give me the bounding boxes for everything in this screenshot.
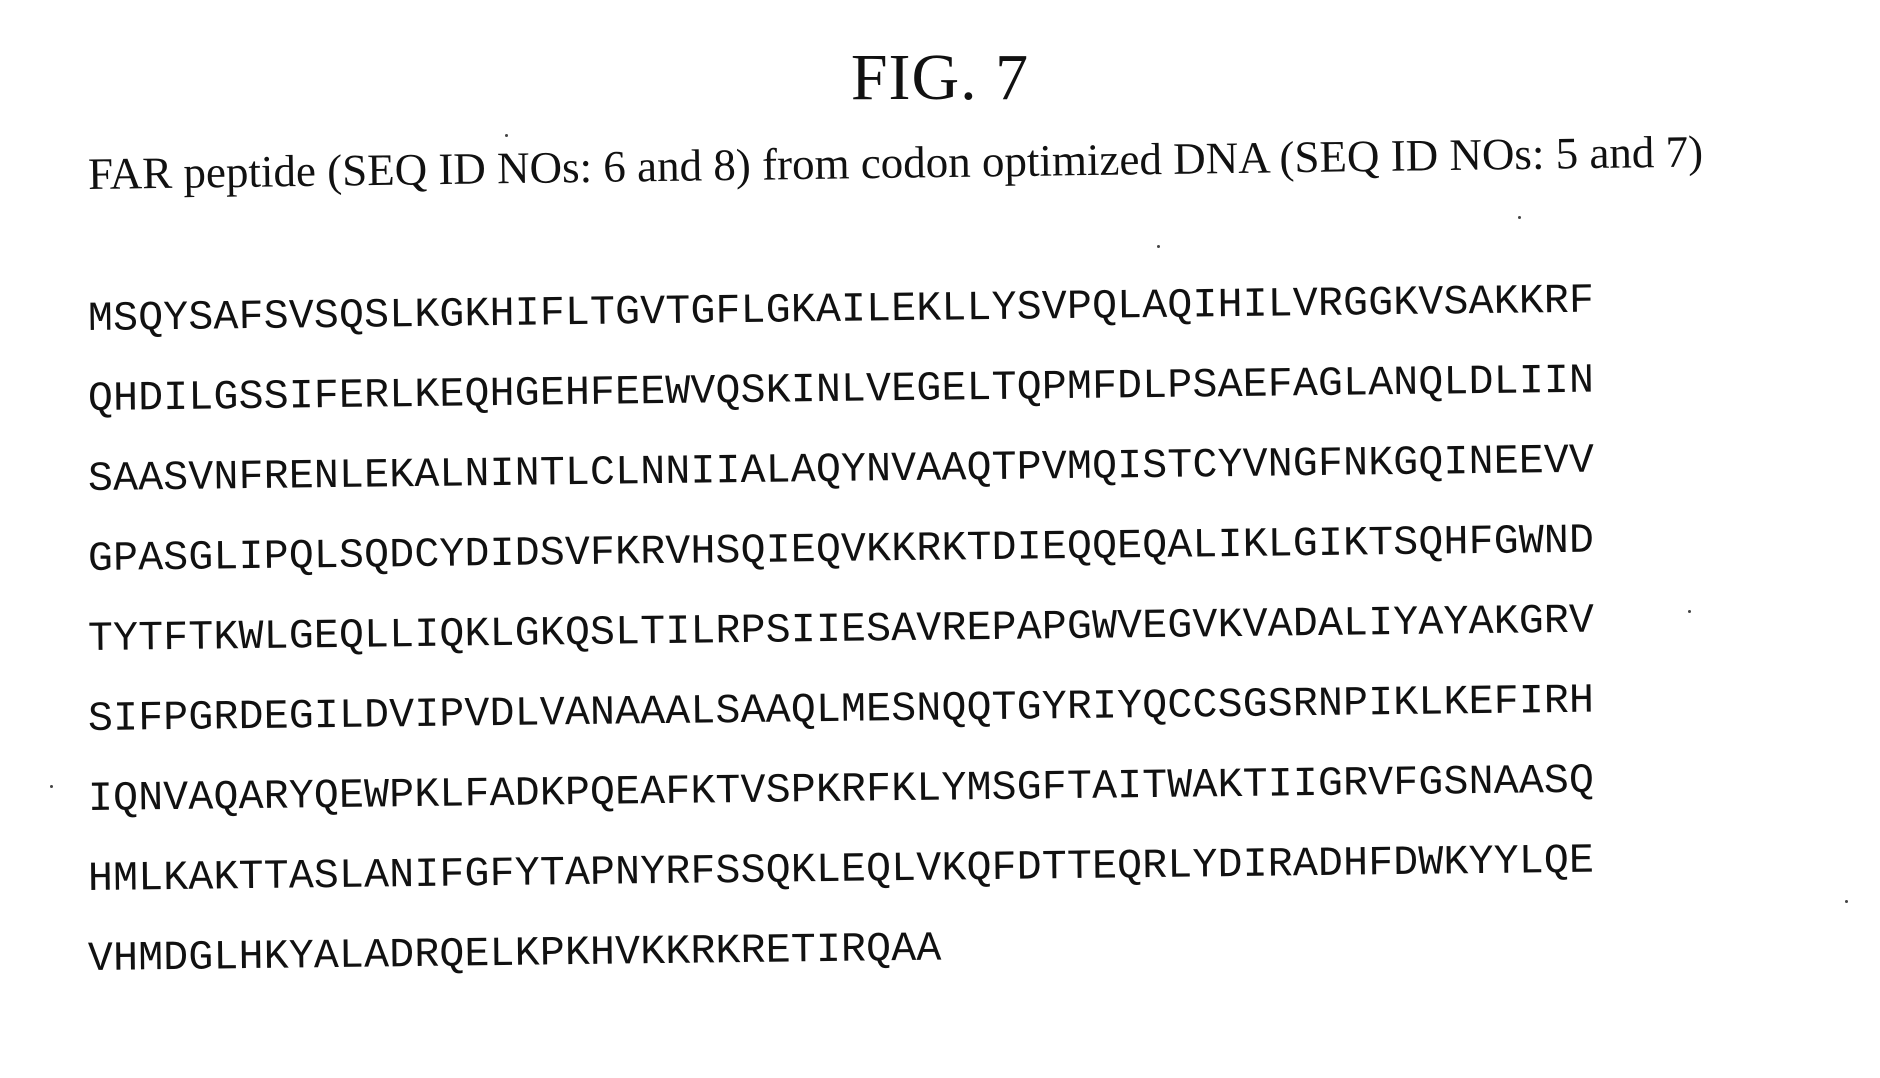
sequence-line: HMLKAKTTASLANIFGFYTAPNYRFSSQKLEQLVKQFDTT…	[88, 839, 1808, 900]
peptide-sequence: MSQYSAFSVSQSLKGKHIFLTGVTGFLGKAILEKLLYSVP…	[88, 300, 1808, 1020]
sequence-line: SIFPGRDEGILDVIPVDLVANAAALSAAQLMESNQQTGYR…	[88, 679, 1808, 740]
figure-title: FIG. 7	[0, 38, 1880, 118]
sequence-line: QHDILGSSIFERLKEQHGEHFEEWVQSKINLVEGELTQPM…	[88, 359, 1808, 420]
scan-speck	[50, 785, 53, 788]
sequence-line: MSQYSAFSVSQSLKGKHIFLTGVTGFLGKAILEKLLYSVP…	[88, 279, 1808, 340]
sequence-line: TYTFTKWLGEQLLIQKLGKQSLTILRPSIIESAVREPAPG…	[88, 599, 1808, 660]
scan-speck	[1157, 245, 1160, 248]
figure-subtitle: FAR peptide (SEQ ID NOs: 6 and 8) from c…	[88, 122, 1809, 202]
sequence-line: SAASVNFRENLEKALNINTLCLNNIIALAQYNVAAQTPVM…	[88, 439, 1808, 500]
sequence-line: VHMDGLHKYALADRQELKPKHVKKRKRETIRQAA	[88, 919, 1808, 980]
sequence-line: IQNVAQARYQEWPKLFADKPQEAFKTVSPKRFKLYMSGFT…	[88, 759, 1808, 820]
scan-speck	[505, 134, 508, 137]
scan-speck	[1845, 900, 1848, 903]
scan-speck	[1518, 216, 1521, 219]
sequence-line: GPASGLIPQLSQDCYDIDSVFKRVHSQIEQVKKRKTDIEQ…	[88, 519, 1808, 580]
scan-speck	[1688, 610, 1691, 613]
